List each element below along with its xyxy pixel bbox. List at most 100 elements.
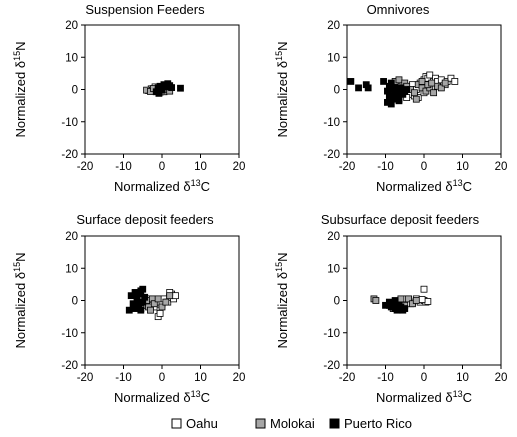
x-tick-label: -20	[77, 372, 94, 384]
data-point	[391, 297, 399, 304]
data-point	[428, 79, 436, 87]
data-point	[418, 296, 426, 303]
data-point	[395, 76, 403, 84]
series-puerto-rico	[125, 285, 149, 314]
legend-item-molokai: Molokai	[255, 416, 315, 431]
x-tick-label: 20	[233, 372, 246, 384]
y-tick-label: 20	[327, 231, 340, 243]
y-tick-label: -10	[323, 328, 340, 340]
data-point	[177, 84, 184, 92]
legend-swatch	[171, 418, 182, 429]
data-point	[401, 305, 409, 312]
data-point	[451, 78, 459, 85]
x-tick-label: 20	[495, 161, 508, 173]
panel-title: Subsurface deposit feeders	[321, 212, 480, 227]
data-point	[154, 295, 162, 303]
data-point	[424, 298, 432, 305]
y-tick-label: 10	[65, 52, 78, 64]
data-point	[172, 292, 179, 300]
scatter-panel-1: Suspension Feeders -20 -10 0 10 20 20 10 0 -10 -20…	[12, 2, 245, 194]
y-tick-label: 0	[72, 296, 78, 308]
x-tick-label: 0	[159, 372, 165, 384]
data-point	[410, 89, 418, 97]
data-point	[393, 84, 401, 92]
data-point	[412, 297, 420, 304]
y-tick-label: 10	[327, 263, 340, 275]
legend-item-oahu: Oahu	[171, 416, 218, 431]
data-point	[441, 79, 449, 87]
data-point	[141, 293, 149, 301]
data-point	[397, 295, 405, 303]
y-tick-label: 0	[72, 85, 78, 97]
y-tick-label: 0	[334, 296, 340, 308]
data-point	[412, 95, 420, 103]
legend-item-puerto-rico: Puerto Rico	[329, 416, 412, 431]
y-tick-label: -20	[323, 360, 340, 372]
legend-swatch	[255, 418, 266, 429]
x-tick-label: -20	[339, 161, 356, 173]
data-point	[405, 295, 413, 303]
x-tick-label: 20	[495, 372, 508, 384]
data-point	[125, 306, 133, 314]
data-point	[372, 297, 380, 304]
x-tick-label: -10	[377, 372, 394, 384]
y-tick-label: 10	[65, 263, 78, 275]
data-point	[437, 84, 445, 92]
panel-title: Omnivores	[367, 2, 430, 17]
x-tick-label: 0	[421, 161, 427, 173]
series-puerto-rico	[152, 80, 184, 97]
legend-label: Puerto Rico	[344, 416, 412, 431]
x-tick-label: 10	[456, 372, 469, 384]
series-puerto-rico	[382, 297, 409, 314]
data-point	[137, 306, 145, 314]
x-tick-label: -10	[115, 372, 132, 384]
data-point	[430, 89, 438, 97]
data-point	[162, 298, 170, 306]
data-point	[395, 97, 403, 105]
data-point	[384, 99, 391, 106]
y-tick-label: 0	[334, 85, 340, 97]
y-axis-label: Normalized δ15N	[12, 253, 28, 349]
data-point	[426, 71, 434, 79]
y-axis-label: Normalized δ15N	[274, 42, 290, 138]
scatter-panel-4: Subsurface deposit feeders -20 -10 0 10 20 20 1…	[274, 212, 507, 405]
y-axis-label: Normalized δ15N	[12, 42, 28, 138]
x-tick-label: -10	[115, 161, 132, 173]
series-molokai	[391, 76, 449, 103]
y-tick-label: -20	[61, 360, 78, 372]
data-point	[418, 78, 426, 85]
y-tick-label: 10	[327, 52, 340, 64]
series-puerto-rico	[347, 78, 411, 108]
x-tick-label: -10	[377, 161, 394, 173]
x-tick-label: 10	[194, 161, 207, 173]
y-tick-label: -10	[61, 117, 78, 129]
scatter-panel-3: Surface deposit feeders -20 -10 0 10 20 20 10 0 -…	[12, 212, 245, 405]
x-tick-label: -20	[77, 161, 94, 173]
x-tick-label: -20	[339, 372, 356, 384]
x-axis-label: Normalized δ13C	[376, 389, 472, 405]
y-tick-label: 20	[65, 20, 78, 32]
legend-label: Molokai	[270, 416, 315, 431]
data-point	[150, 300, 158, 308]
data-point	[147, 306, 154, 314]
plot-area	[84, 235, 240, 366]
y-tick-label: -10	[323, 117, 340, 129]
y-tick-label: -20	[61, 149, 78, 161]
x-tick-label: 10	[456, 161, 469, 173]
data-point	[347, 78, 355, 85]
y-axis-label: Normalized δ15N	[274, 253, 290, 349]
panel-title: Suspension Feeders	[85, 2, 205, 17]
data-point	[364, 84, 372, 92]
x-axis-label: Normalized δ13C	[114, 178, 210, 194]
data-point	[168, 84, 176, 91]
x-tick-label: 20	[233, 161, 246, 173]
x-tick-label: 0	[421, 372, 427, 384]
data-point	[155, 89, 163, 97]
legend: Oahu Molokai Puerto Rico	[171, 416, 412, 431]
data-point	[166, 292, 174, 300]
y-tick-label: 20	[327, 20, 340, 32]
data-point	[355, 84, 362, 92]
legend-swatch	[329, 418, 340, 429]
data-point	[420, 285, 428, 293]
